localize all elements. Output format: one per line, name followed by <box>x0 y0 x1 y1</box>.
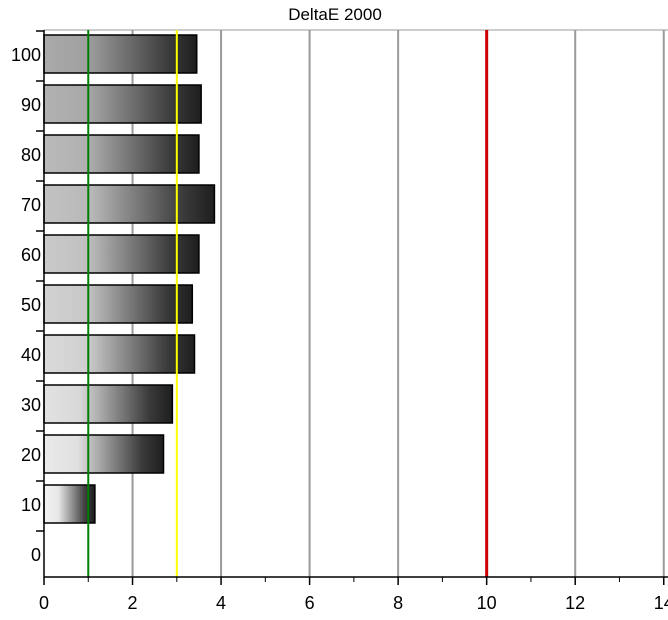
tick-labels: 0 10 20 30 40 50 60 70 80 90 100 0 2 4 6 8 10 12 14 <box>11 45 668 613</box>
x-tick-label-14: 14 <box>654 593 668 613</box>
y-tick-label-60: 60 <box>21 245 41 265</box>
y-tick-label-30: 30 <box>21 395 41 415</box>
x-tick-label-0: 0 <box>39 593 49 613</box>
y-tick-label-0: 0 <box>31 545 41 565</box>
y-tick-label-50: 50 <box>21 295 41 315</box>
bar-20 <box>44 435 164 473</box>
bar-50 <box>44 285 192 323</box>
bar-40 <box>44 335 195 373</box>
x-tick-label-4: 4 <box>216 593 226 613</box>
x-tick-label-6: 6 <box>305 593 315 613</box>
y-tick-label-40: 40 <box>21 345 41 365</box>
bar-60 <box>44 235 199 273</box>
x-tick-label-2: 2 <box>128 593 138 613</box>
bar-30 <box>44 385 172 423</box>
y-tick-label-10: 10 <box>21 495 41 515</box>
y-tick-label-80: 80 <box>21 145 41 165</box>
x-tick-label-8: 8 <box>393 593 403 613</box>
y-tick-label-20: 20 <box>21 445 41 465</box>
y-tick-label-90: 90 <box>21 95 41 115</box>
chart-title: DeltaE 2000 <box>288 5 382 24</box>
bar-80 <box>44 135 199 173</box>
x-tick-label-12: 12 <box>565 593 585 613</box>
y-tick-label-70: 70 <box>21 195 41 215</box>
x-tick-label-10: 10 <box>477 593 497 613</box>
bars <box>44 35 214 523</box>
bar-70 <box>44 185 214 223</box>
y-tick-label-100: 100 <box>11 45 41 65</box>
bar-100 <box>44 35 197 73</box>
